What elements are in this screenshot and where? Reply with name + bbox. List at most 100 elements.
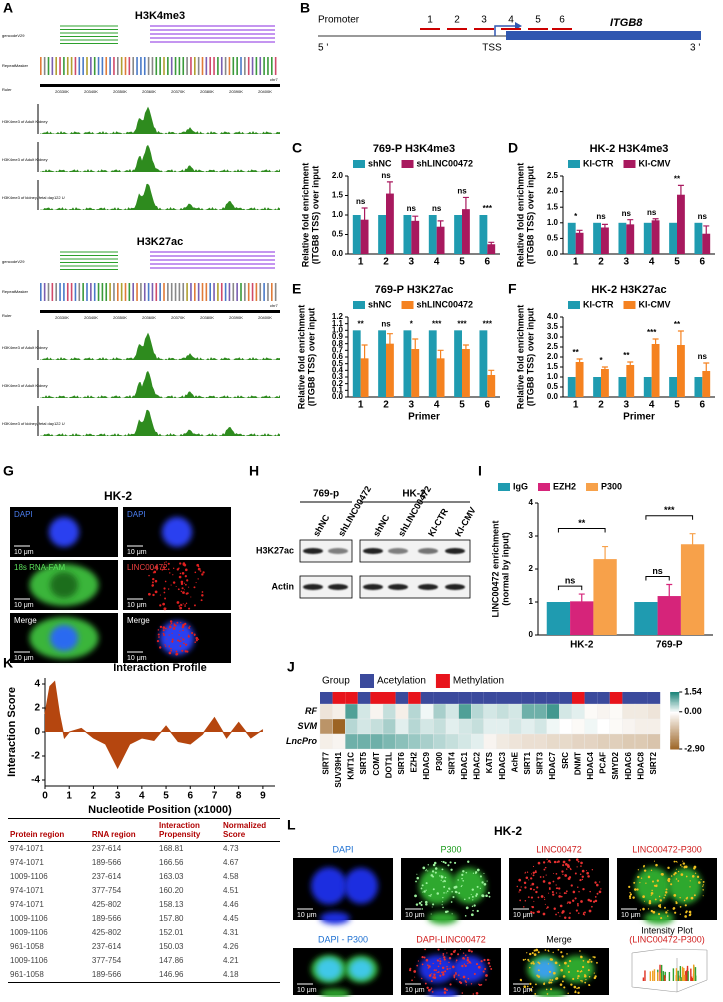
- table-cell: 163.03: [159, 872, 184, 881]
- signal-dot: [460, 885, 462, 888]
- y-tick-label: 2.0: [547, 187, 559, 196]
- legend-label: shLINC00472: [417, 299, 474, 309]
- heatmap-cell: [382, 703, 396, 720]
- signal-dot: [542, 880, 546, 883]
- repeat-bar: [51, 283, 54, 301]
- scale-label: 10 μm: [127, 655, 147, 662]
- scale-label: 10 μm: [14, 549, 34, 556]
- signal-dot: [577, 991, 580, 995]
- heatmap-cell: [571, 703, 585, 720]
- repeat-bar: [205, 283, 208, 301]
- bar: [601, 227, 609, 254]
- x-tick-label: 6: [485, 400, 491, 411]
- repeat-bar: [178, 283, 181, 301]
- table-header: Interaction Propensity: [157, 818, 221, 842]
- legend-label: shNC: [368, 158, 392, 168]
- signal-dot: [440, 879, 442, 881]
- signal-dot: [530, 877, 533, 880]
- signal-dot: [476, 868, 480, 872]
- signal-dot: [544, 866, 547, 869]
- y-tick-label: 1.0: [332, 325, 344, 334]
- table-cell: 147.86: [159, 956, 184, 965]
- group-cell: [408, 692, 421, 704]
- signal-dot: [579, 950, 581, 952]
- colorbar-step: [670, 737, 680, 740]
- repeat-bar: [151, 283, 154, 301]
- table-cell: 4.73: [223, 844, 239, 853]
- signal-dot: [581, 875, 584, 878]
- repeat-bar: [213, 283, 215, 301]
- line: [44, 680, 264, 770]
- track-label: gencodeV29: [2, 33, 25, 38]
- repeat-bar: [43, 57, 46, 75]
- y-tick-label: 0.0: [332, 392, 344, 401]
- signal-dot: [628, 895, 632, 898]
- signal-dot: [593, 956, 596, 959]
- repeat-bar: [209, 57, 211, 75]
- signal-dot: [432, 962, 434, 965]
- signal-dot: [187, 635, 191, 638]
- signal-dot: [526, 871, 529, 873]
- y-tick-label: 1.2: [332, 312, 344, 321]
- signal-dot: [443, 885, 446, 888]
- repeat-bar: [178, 57, 181, 75]
- signal-dot: [691, 874, 695, 878]
- cell: [316, 957, 342, 981]
- signal-dot: [430, 988, 432, 990]
- heatmap-cell: [559, 718, 573, 735]
- heatmap-cell: [622, 733, 636, 750]
- primer-label: 3: [481, 15, 487, 26]
- signal-dot: [563, 916, 567, 920]
- signal-dot: [560, 951, 563, 954]
- bar: [643, 222, 652, 254]
- scale-label: 10 μm: [14, 602, 34, 609]
- signal-dot: [417, 960, 420, 962]
- signal-dot: [577, 904, 579, 907]
- table-header: Protein region: [8, 818, 90, 842]
- signal-dot: [467, 962, 469, 965]
- panel-label: D: [508, 140, 518, 156]
- signal-dot: [544, 903, 546, 905]
- panel-title: HK-2: [104, 489, 132, 503]
- column-label: SIRT1: [523, 751, 532, 774]
- signal-dot: [427, 988, 431, 992]
- signal-dot: [581, 869, 585, 873]
- colorbar-step: [670, 730, 680, 733]
- repeat-bar: [63, 283, 65, 301]
- signal-dot: [651, 880, 655, 883]
- table-row: 1009-1106 377-754 147.86 4.21: [8, 954, 280, 968]
- signal-dot: [439, 960, 442, 963]
- signal-dot: [686, 896, 689, 899]
- signal-dot: [180, 580, 184, 584]
- signal-dot: [185, 602, 188, 605]
- signal-dot: [580, 865, 582, 867]
- heatmap-cell: [508, 703, 522, 720]
- table-row: 974-1071 377-754 160.20 4.51: [8, 884, 280, 898]
- column-label: SUV39H1: [334, 751, 343, 787]
- signal-dot: [600, 888, 602, 890]
- signal-dot: [585, 978, 587, 981]
- significance-label: **: [358, 319, 365, 328]
- heatmap-cell: [445, 733, 459, 750]
- group-cell: [395, 692, 409, 704]
- heatmap-cell: [496, 718, 510, 735]
- x-tick-label: 1: [573, 400, 579, 411]
- signal-dot: [148, 592, 151, 596]
- signal-dot: [421, 908, 424, 910]
- x-tick-label: 6: [700, 257, 706, 268]
- signal-dot: [553, 971, 556, 975]
- bar: [378, 330, 386, 397]
- signal-dot: [675, 868, 677, 870]
- ruler-label: 20380K: [200, 89, 214, 94]
- panel-label: E: [292, 281, 301, 297]
- bar: [618, 377, 627, 397]
- signal-dot: [179, 572, 182, 575]
- column-label: HDAC3: [498, 751, 507, 779]
- signal-dot: [178, 634, 180, 636]
- repeat-bar: [93, 57, 96, 75]
- signal-dot: [650, 909, 654, 913]
- signal-dot: [577, 986, 580, 989]
- bar: [567, 222, 576, 254]
- repeat-bar: [255, 57, 258, 75]
- signal-dot: [445, 892, 447, 894]
